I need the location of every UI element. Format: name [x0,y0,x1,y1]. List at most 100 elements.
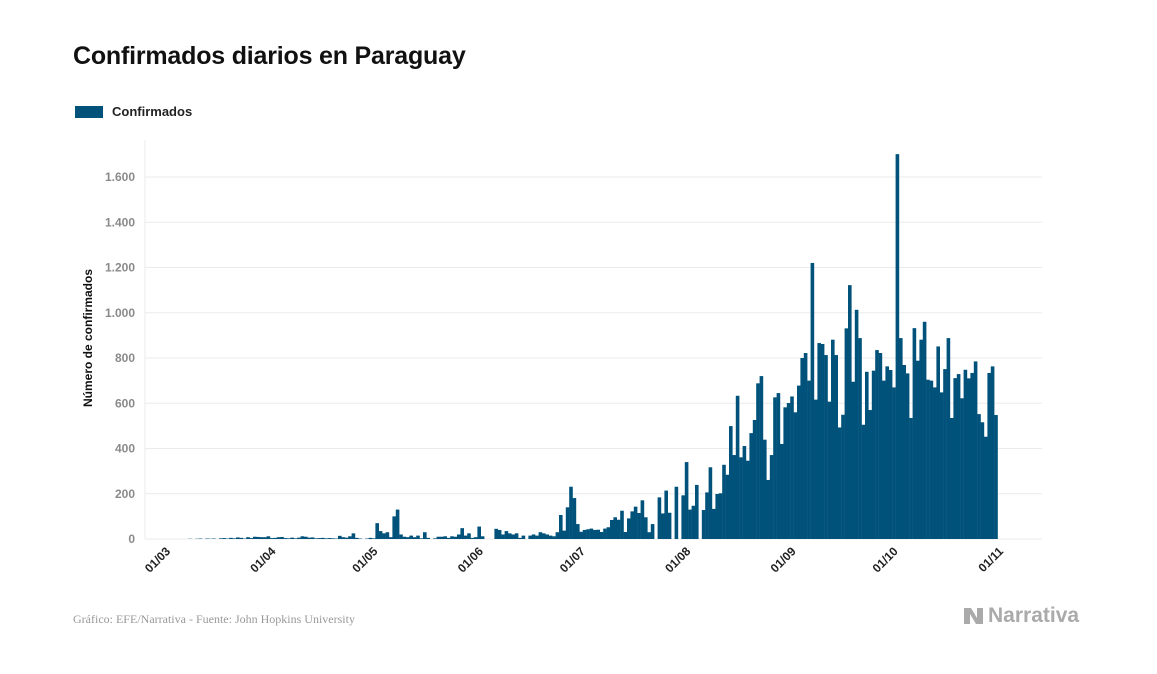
bar-8-08 [712,508,716,539]
bar-7-06 [501,534,505,539]
bar-20-05 [440,536,444,539]
bar-4-09 [803,353,808,539]
bar-12-07 [620,510,624,539]
bar-28-10 [987,372,991,539]
bar-24-09 [871,370,876,539]
bar-15-09 [841,414,845,539]
y-axis-label: Número de confirmados [81,269,95,407]
bar-15-10 [943,369,947,539]
bar-28-03 [259,537,264,539]
bar-27-03 [256,536,260,539]
bar-17-07 [637,512,641,539]
bar-6-04 [290,537,294,539]
bar-31-03 [270,538,274,539]
bar-29-06 [576,524,580,539]
bar-1-07 [582,529,587,539]
bar-18-05 [433,538,437,539]
bar-19-10 [956,374,961,539]
bar-26-07 [667,512,672,539]
bars [188,154,998,539]
bar-17-04 [327,538,332,539]
bar-13-05 [416,535,420,539]
bar-28-07 [674,486,679,539]
x-tick-label: 01/06 [455,544,486,575]
bar-17-06 [535,535,539,539]
bar-30-04 [372,538,376,539]
bar-30-07 [681,495,685,539]
bar-14-05 [419,538,424,539]
bar-8-04 [297,537,301,539]
bar-3-09 [800,358,804,539]
bar-5-06 [494,528,498,539]
bar-12-05 [412,537,417,539]
bar-9-05 [402,536,407,539]
bar-8-06 [504,531,509,539]
bar-22-04 [344,537,349,539]
bar-7-07 [603,528,607,539]
bar-22-06 [552,536,556,539]
bar-1-06 [480,536,485,539]
bar-22-03 [239,537,243,539]
bar-23-08 [763,439,767,539]
bar-25-06 [562,530,566,539]
bar-27-09 [882,380,886,539]
bar-11-07 [616,519,621,539]
bar-18-09 [851,381,855,539]
logo-n-icon [964,608,983,624]
bar-4-10 [905,373,910,539]
bar-9-09 [820,343,825,539]
bar-3-04 [280,536,284,539]
bar-16-07 [633,506,638,539]
y-tick-label: 1.200 [105,261,135,275]
bar-2-05 [378,531,383,539]
bar-13-04 [314,538,318,539]
y-axis-ticks: 0 200 400 600 800 1.000 1.200 1.400 1.600 [105,170,135,546]
bar-23-05 [450,536,454,539]
bar-15-08 [735,395,740,539]
bar-8-07 [606,527,611,539]
bar-25-07 [664,490,668,539]
bar-5-10 [909,417,913,539]
bar-30-06 [579,531,583,539]
bar-22-08 [759,376,764,539]
bar-6-09 [810,262,815,539]
source-note: Gráfico: EFE/Narrativa - Fuente: John Ho… [73,612,355,626]
bar-29-10 [990,366,995,539]
bar-21-08 [756,383,760,539]
bar-7-04 [293,538,298,539]
x-tick-label: 01/08 [662,544,693,575]
bar-10-04 [304,536,308,539]
bar-1-10 [895,154,900,539]
bar-14-08 [732,455,736,539]
y-tick-label: 0 [128,532,135,546]
bar-25-10 [977,414,981,539]
y-tick-label: 600 [115,396,135,410]
bar-27-10 [984,436,988,539]
bar-18-04 [331,538,335,539]
chart-title: Confirmados diarios en Paraguay [73,42,466,70]
bar-19-03 [229,537,233,539]
bar-23-10 [970,372,974,539]
bar-18-10 [953,378,957,539]
bar-20-06 [545,534,549,539]
bar-31-08 [790,396,794,539]
bar-7-08 [708,467,713,539]
bar-9-10 [922,321,927,539]
bar-10-09 [824,355,828,539]
bar-29-09 [888,369,893,539]
bar-18-07 [640,500,645,539]
bar-11-04 [307,537,311,539]
bar-11-09 [827,401,832,539]
bar-11-06 [514,533,519,539]
bar-16-08 [739,457,743,539]
bar-29-03 [263,537,267,539]
bar-4-04 [283,538,288,539]
bar-30-09 [892,387,896,539]
bar-24-04 [351,533,356,539]
bar-21-07 [650,524,655,539]
bar-19-09 [854,309,859,539]
bar-20-07 [647,532,651,539]
bar-30-03 [266,536,271,539]
bar-30-10 [994,415,998,539]
